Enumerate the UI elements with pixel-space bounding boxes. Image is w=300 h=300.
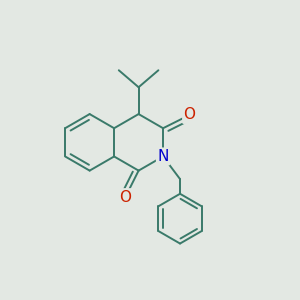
Text: O: O	[184, 107, 196, 122]
Text: N: N	[158, 149, 169, 164]
Text: O: O	[119, 190, 131, 205]
